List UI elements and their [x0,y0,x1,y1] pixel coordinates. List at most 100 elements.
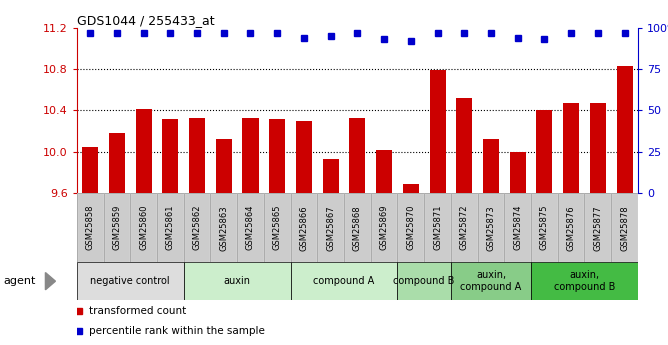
Bar [424,193,451,262]
Bar [563,103,579,193]
Bar [264,193,291,262]
Text: GSM25873: GSM25873 [486,205,496,250]
Bar [424,193,451,262]
Text: GSM25865: GSM25865 [273,205,282,250]
Bar [397,262,451,300]
Text: percentile rank within the sample: percentile rank within the sample [89,326,265,336]
Bar [242,118,259,193]
Text: GSM25876: GSM25876 [566,205,576,250]
Text: compound A: compound A [313,276,375,286]
Bar [210,193,237,262]
Bar [478,193,504,262]
Text: GDS1044 / 255433_at: GDS1044 / 255433_at [77,14,214,27]
Bar [451,262,531,300]
Text: GSM25861: GSM25861 [166,205,175,250]
Bar [237,193,264,262]
Polygon shape [45,273,55,290]
Text: GSM25864: GSM25864 [246,205,255,250]
Bar [590,103,606,193]
Bar [584,193,611,262]
Bar [376,150,392,193]
Text: GSM25870: GSM25870 [406,205,415,250]
Bar [611,193,638,262]
Bar [504,193,531,262]
Text: compound B: compound B [393,276,455,286]
Text: GSM25878: GSM25878 [620,205,629,250]
Bar [189,118,205,193]
Text: GSM25859: GSM25859 [112,205,122,250]
Bar [397,193,424,262]
Text: auxin,
compound A: auxin, compound A [460,270,522,292]
Bar [371,193,397,262]
Text: GSM25860: GSM25860 [139,205,148,250]
Bar [77,262,184,300]
Bar [109,133,125,193]
Text: GSM25863: GSM25863 [219,205,228,250]
Bar [371,193,397,262]
Bar [558,193,584,262]
Text: GSM25875: GSM25875 [540,205,549,250]
Text: GSM25869: GSM25869 [379,205,389,250]
Bar [184,262,291,300]
Bar [216,139,232,193]
Bar [349,118,365,193]
Bar [82,147,98,193]
Bar [611,193,638,262]
Text: GSM25871: GSM25871 [433,205,442,250]
Bar [617,66,633,193]
Text: negative control: negative control [90,276,170,286]
Text: GSM25868: GSM25868 [353,205,362,250]
Text: transformed count: transformed count [89,306,186,315]
Bar [291,193,317,262]
Text: GSM25867: GSM25867 [326,205,335,250]
Bar [323,159,339,193]
Bar [504,193,531,262]
Bar [478,193,504,262]
Bar [510,152,526,193]
Text: auxin,
compound B: auxin, compound B [554,270,615,292]
Bar [291,193,317,262]
Text: auxin: auxin [224,276,250,286]
Text: GSM25877: GSM25877 [593,205,603,250]
Bar [210,193,237,262]
Bar [269,119,285,193]
Bar [483,139,499,193]
Bar [136,109,152,193]
Bar [291,262,397,300]
Bar [184,193,210,262]
Bar [397,193,424,262]
Text: agent: agent [3,276,35,286]
Bar [264,193,291,262]
Text: GSM25872: GSM25872 [460,205,469,250]
Bar [104,193,130,262]
Bar [104,193,130,262]
Bar [184,193,210,262]
Bar [157,193,184,262]
Bar [344,193,371,262]
Bar [531,193,558,262]
Bar [317,193,344,262]
Text: GSM25874: GSM25874 [513,205,522,250]
Bar [77,193,104,262]
Bar [162,119,178,193]
Bar [536,110,552,193]
Bar [531,262,638,300]
Bar [157,193,184,262]
Bar [77,193,104,262]
Bar [403,184,419,193]
Bar [130,193,157,262]
Text: GSM25858: GSM25858 [86,205,95,250]
Bar [451,193,478,262]
Bar [237,193,264,262]
Text: GSM25866: GSM25866 [299,205,309,250]
Bar [317,193,344,262]
Bar [558,193,584,262]
Text: GSM25862: GSM25862 [192,205,202,250]
Bar [456,98,472,193]
Bar [344,193,371,262]
Bar [531,193,558,262]
Bar [296,121,312,193]
Bar [584,193,611,262]
Bar [430,70,446,193]
Bar [451,193,478,262]
